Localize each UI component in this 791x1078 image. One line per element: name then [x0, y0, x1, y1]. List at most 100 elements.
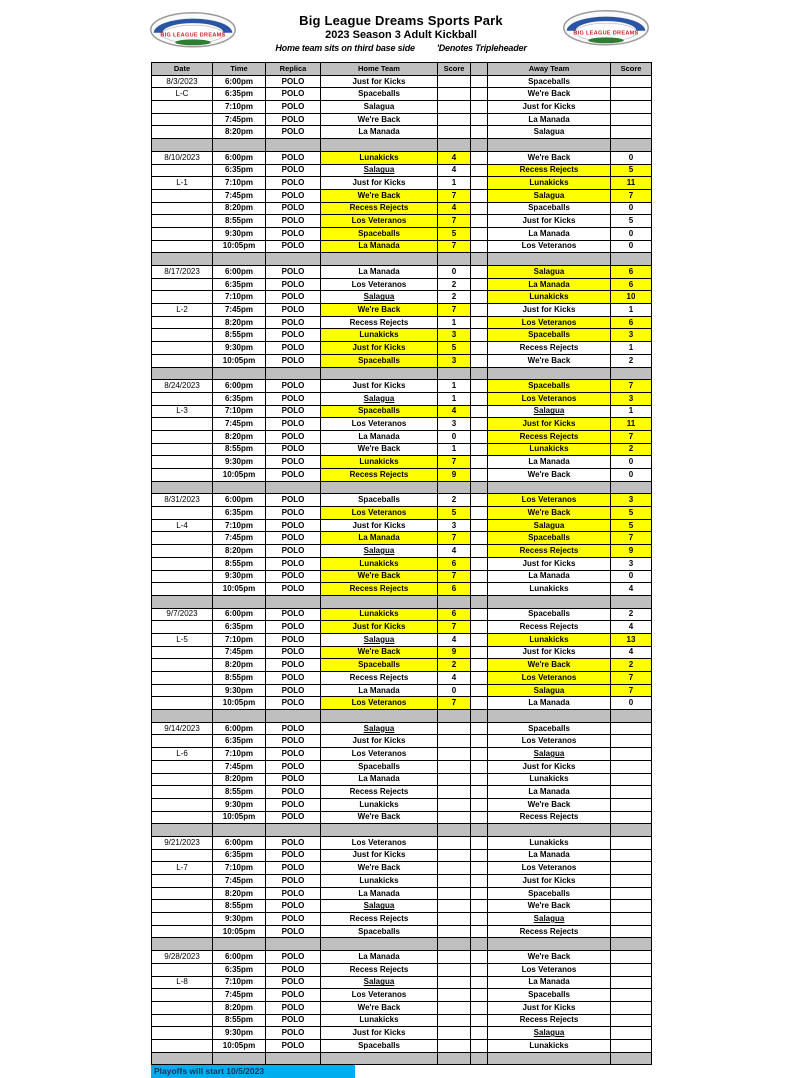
spacer-cell	[470, 671, 488, 685]
home-team: La Manada	[320, 125, 438, 140]
away-score: 7	[610, 531, 652, 546]
game-time: 8:20pm	[212, 772, 266, 787]
home-team: Los Veteranos	[320, 417, 438, 431]
date-empty	[151, 797, 213, 812]
away-team: La Manada	[487, 277, 611, 292]
away-team: Salagua	[487, 747, 611, 761]
spacer-cell	[470, 810, 488, 825]
separator-cell	[487, 252, 611, 266]
away-score	[610, 125, 652, 140]
home-team: Spaceballs	[320, 353, 438, 368]
away-team: Los Veteranos	[487, 239, 611, 254]
section-date: 8/10/2023	[151, 150, 213, 165]
away-score: 5	[610, 214, 652, 228]
away-score	[610, 100, 652, 114]
away-team: Lunakicks	[487, 582, 611, 596]
game-time: 6:00pm	[212, 493, 266, 508]
separator-cell	[265, 709, 321, 723]
home-team: Spaceballs	[320, 759, 438, 774]
replica-field: POLO	[265, 442, 321, 457]
schedule-table: Date Time Replica Home Team Score Away Team Sc…	[151, 62, 652, 1066]
away-team: Los Veteranos	[487, 962, 611, 977]
replica-field: POLO	[265, 988, 321, 1002]
game-time: 10:05pm	[212, 353, 266, 368]
replica-field: POLO	[265, 112, 321, 127]
spacer-cell	[470, 645, 488, 660]
away-score: 11	[610, 176, 652, 190]
replica-field: POLO	[265, 759, 321, 774]
away-score: 5	[610, 163, 652, 178]
replica-field: POLO	[265, 912, 321, 926]
away-score	[610, 1038, 652, 1053]
replica-field: POLO	[265, 239, 321, 254]
home-score: 4	[437, 671, 471, 685]
away-score: 9	[610, 544, 652, 558]
replica-field: POLO	[265, 556, 321, 571]
separator-cell	[265, 480, 321, 495]
replica-field: POLO	[265, 150, 321, 165]
replica-field: POLO	[265, 379, 321, 393]
home-score: 7	[437, 188, 471, 203]
game-row: 8:20pm POLO Salagua 4 Recess Rejects 9	[151, 544, 652, 558]
section-separator	[151, 709, 652, 723]
away-team: Salagua	[487, 125, 611, 140]
home-score: 4	[437, 201, 471, 216]
away-team: Los Veteranos	[487, 671, 611, 685]
game-row: 7:45pm POLO We're Back La Manada	[151, 112, 652, 127]
away-team: Spaceballs	[487, 531, 611, 546]
date-empty	[151, 163, 213, 178]
date-empty	[151, 112, 213, 127]
home-score: 7	[437, 455, 471, 469]
away-team: Just for Kicks	[487, 303, 611, 317]
away-score: 6	[610, 277, 652, 292]
game-row: L-3 7:10pm POLO Spaceballs 4 Salagua 1	[151, 404, 652, 419]
spacer-cell	[470, 721, 488, 736]
away-score	[610, 112, 652, 127]
replica-field: POLO	[265, 328, 321, 343]
spacer-cell	[470, 328, 488, 343]
game-time: 7:10pm	[212, 100, 266, 114]
game-row: 7:10pm POLO Salagua 2 Lunakicks 10	[151, 290, 652, 305]
home-team: Spaceballs	[320, 1038, 438, 1053]
replica-field: POLO	[265, 341, 321, 355]
separator-cell	[212, 138, 266, 152]
game-time: 8:20pm	[212, 429, 266, 444]
separator-cell	[470, 1051, 488, 1066]
game-row: 8:55pm POLO Lunakicks 3 Spaceballs 3	[151, 328, 652, 343]
away-team: La Manada	[487, 569, 611, 584]
date-empty	[151, 1013, 213, 1028]
away-team: Lunakicks	[487, 290, 611, 305]
home-team: Spaceballs	[320, 924, 438, 939]
spacer-cell	[470, 544, 488, 558]
date-empty	[151, 100, 213, 114]
game-time: 7:10pm	[212, 747, 266, 761]
home-score	[437, 87, 471, 102]
game-row: 8:55pm POLO Recess Rejects 4 Los Veteranos 7	[151, 671, 652, 685]
home-score	[437, 100, 471, 114]
home-team: Lunakicks	[320, 328, 438, 343]
home-score	[437, 1026, 471, 1040]
away-team: Salagua	[487, 404, 611, 419]
section-separator	[151, 1051, 652, 1066]
home-score: 2	[437, 290, 471, 305]
replica-field: POLO	[265, 899, 321, 914]
away-team: Spaceballs	[487, 721, 611, 736]
game-time: 7:45pm	[212, 759, 266, 774]
separator-cell	[470, 480, 488, 495]
away-team: Salagua	[487, 188, 611, 203]
away-team: We're Back	[487, 150, 611, 165]
replica-field: POLO	[265, 544, 321, 558]
away-team: Recess Rejects	[487, 924, 611, 939]
spacer-cell	[470, 658, 488, 672]
separator-cell	[610, 709, 652, 723]
home-score	[437, 74, 471, 89]
replica-field: POLO	[265, 391, 321, 406]
home-team: We're Back	[320, 810, 438, 825]
home-score	[437, 810, 471, 825]
spacer-cell	[470, 785, 488, 799]
away-score: 2	[610, 353, 652, 368]
replica-field: POLO	[265, 848, 321, 863]
home-team: La Manada	[320, 239, 438, 254]
separator-cell	[487, 594, 611, 609]
away-team: Recess Rejects	[487, 1013, 611, 1028]
